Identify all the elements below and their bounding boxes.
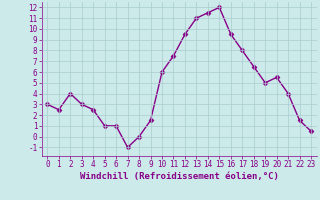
X-axis label: Windchill (Refroidissement éolien,°C): Windchill (Refroidissement éolien,°C): [80, 172, 279, 181]
